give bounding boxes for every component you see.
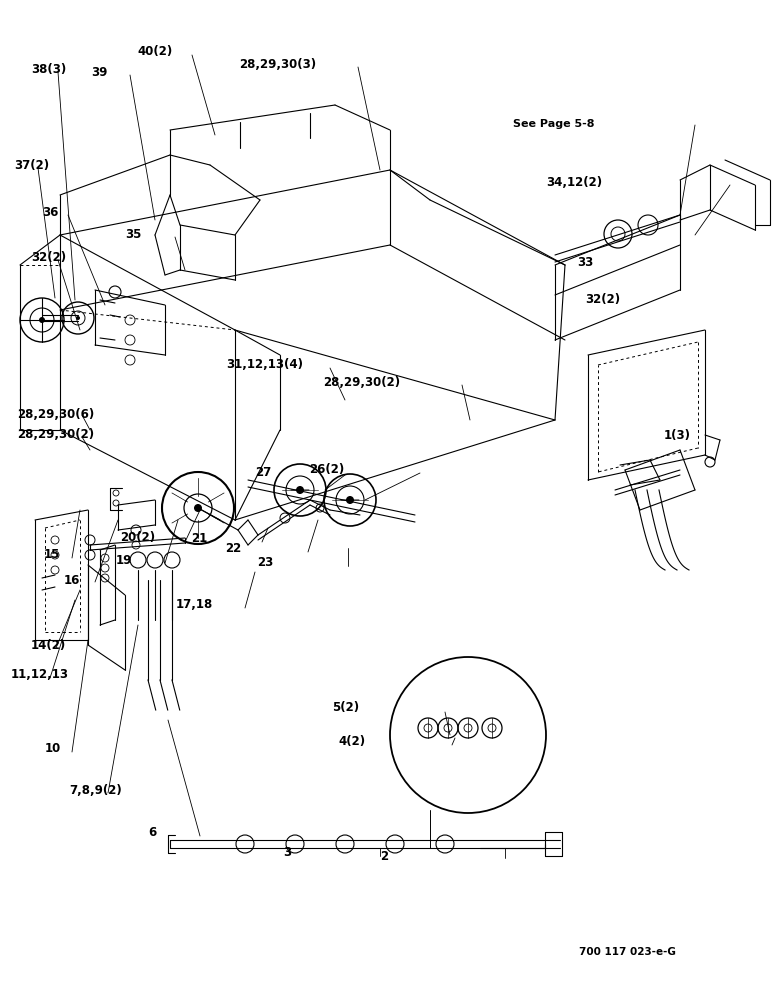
Text: 32(2): 32(2) bbox=[585, 294, 620, 306]
Text: 28,29,30(2): 28,29,30(2) bbox=[17, 428, 94, 440]
Text: 21: 21 bbox=[191, 532, 207, 544]
Text: 4(2): 4(2) bbox=[338, 736, 365, 748]
Ellipse shape bbox=[194, 504, 202, 512]
Text: 23: 23 bbox=[257, 556, 273, 568]
Text: 26(2): 26(2) bbox=[309, 464, 344, 477]
Text: 7,8,9(2): 7,8,9(2) bbox=[69, 784, 122, 796]
Text: 700 117 023-e-G: 700 117 023-e-G bbox=[579, 947, 676, 957]
Text: 34,12(2): 34,12(2) bbox=[547, 176, 603, 188]
Text: 10: 10 bbox=[45, 742, 61, 754]
Text: 28,29,30(6): 28,29,30(6) bbox=[17, 408, 94, 420]
Ellipse shape bbox=[296, 486, 304, 494]
Text: 5(2): 5(2) bbox=[332, 702, 359, 714]
Ellipse shape bbox=[346, 496, 354, 504]
Text: 36: 36 bbox=[42, 206, 59, 219]
Text: 28,29,30(3): 28,29,30(3) bbox=[239, 57, 317, 70]
Text: 37(2): 37(2) bbox=[14, 158, 49, 172]
Text: 38(3): 38(3) bbox=[31, 64, 66, 77]
Ellipse shape bbox=[76, 316, 80, 320]
Text: 32(2): 32(2) bbox=[31, 251, 66, 264]
Text: 20(2): 20(2) bbox=[120, 532, 154, 544]
Text: 22: 22 bbox=[225, 542, 242, 554]
Text: 17,18: 17,18 bbox=[176, 598, 213, 611]
Text: 40(2): 40(2) bbox=[137, 45, 173, 58]
Text: See Page 5-8: See Page 5-8 bbox=[513, 119, 595, 129]
Text: 14(2): 14(2) bbox=[31, 639, 66, 652]
Text: 33: 33 bbox=[577, 255, 594, 268]
Text: 39: 39 bbox=[91, 66, 107, 79]
Ellipse shape bbox=[39, 317, 45, 323]
Text: 11,12,13: 11,12,13 bbox=[11, 669, 69, 682]
Text: 6: 6 bbox=[148, 825, 157, 838]
Text: 31,12,13(4): 31,12,13(4) bbox=[226, 359, 303, 371]
Text: 16: 16 bbox=[63, 574, 80, 586]
Text: 35: 35 bbox=[125, 228, 141, 240]
Text: 27: 27 bbox=[255, 466, 271, 479]
Text: 19: 19 bbox=[116, 554, 132, 566]
Text: 2: 2 bbox=[380, 849, 388, 862]
Text: 3: 3 bbox=[283, 845, 292, 858]
Text: 1(3): 1(3) bbox=[664, 428, 691, 442]
Text: 15: 15 bbox=[44, 548, 60, 561]
Text: 28,29,30(2): 28,29,30(2) bbox=[323, 375, 400, 388]
